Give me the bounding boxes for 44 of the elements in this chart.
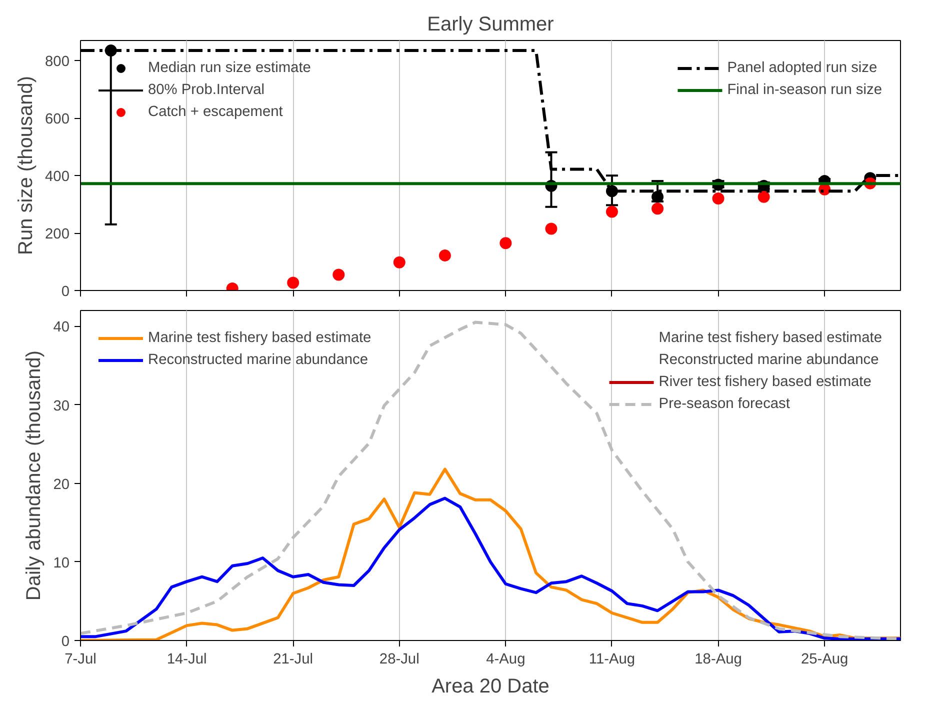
y-tick-label: 10: [53, 555, 70, 572]
x-tick-label: 18-Aug: [694, 652, 742, 668]
y-tick-label: 30: [53, 398, 70, 414]
point: [545, 222, 558, 235]
x-tick-label: 21-Jul: [273, 652, 314, 668]
legend-label: Pre-season forecast: [658, 396, 790, 412]
x-tick-label: 28-Jul: [379, 652, 420, 668]
x-tick-label: 11-Aug: [588, 652, 636, 668]
legend-label: River test fishery based estimate: [658, 374, 872, 390]
legend-label: Final in-season run size: [727, 82, 882, 98]
y-axis-title: Daily abundance (thousand): [23, 350, 46, 601]
y-tick-label: 40: [53, 320, 70, 336]
y-tick-label: 200: [45, 226, 70, 243]
x-tick-label: 7-Jul: [64, 652, 96, 668]
point: [652, 190, 664, 203]
point: [606, 206, 618, 218]
x-tick-label: 25-Aug: [800, 652, 848, 668]
legend-label: Reconstructed marine abundance: [148, 352, 368, 368]
annotation: Reconstructed marine abundance: [658, 352, 879, 368]
y-tick-label: 20: [53, 476, 70, 493]
y-axis-title: Run size (thousand): [15, 76, 38, 255]
y-tick-label: 0: [61, 634, 70, 650]
legend-label: Marine test fishery based estimate: [148, 330, 372, 346]
point: [393, 256, 406, 268]
legend-label: Panel adopted run size: [727, 60, 878, 76]
legend-label: Catch + escapement: [148, 104, 283, 120]
y-tick-label: 0: [61, 284, 70, 300]
point: [712, 192, 724, 205]
annotation: 80% Prob.Interval: [148, 82, 264, 98]
x-axis-title: Area 20 Date: [432, 676, 550, 698]
legend-label: Median run size estimate: [148, 60, 311, 76]
chart-title: Early Summer: [427, 14, 554, 36]
y-tick-label: 600: [45, 112, 70, 128]
point: [287, 276, 300, 289]
point: [438, 249, 451, 262]
annotation: Marine test fishery based estimate: [658, 330, 882, 346]
x-tick-label: 14-Jul: [166, 652, 207, 668]
y-tick-label: 800: [45, 54, 70, 70]
point: [332, 268, 345, 281]
point: [500, 237, 512, 250]
point: [758, 190, 770, 203]
x-tick-label: 4-Aug: [486, 652, 526, 668]
point: [652, 202, 664, 215]
y-tick-label: 400: [45, 169, 70, 186]
